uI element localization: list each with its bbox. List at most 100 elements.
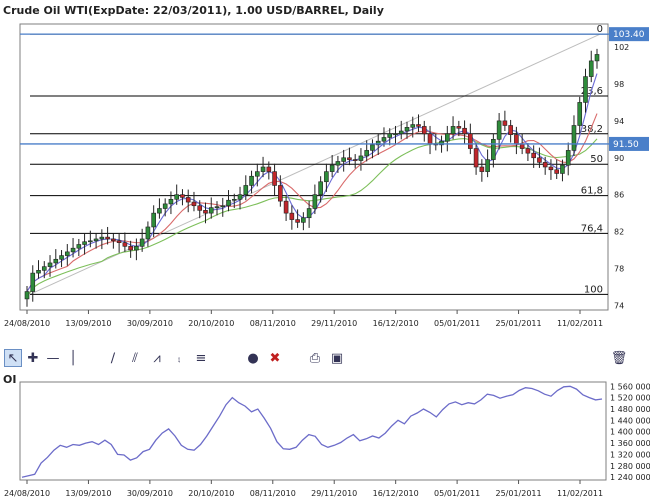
candle-body [243, 185, 249, 195]
fibonacci-fan-icon[interactable]: ⩘ [153, 350, 161, 366]
candle-body [531, 152, 536, 159]
oi-x-tick-label: 29/11/2010 [311, 489, 357, 498]
trash-icon[interactable]: 🗑 [610, 350, 628, 366]
y-tick-label: 82 [614, 228, 624, 237]
candle-body [111, 238, 116, 242]
candle-body [525, 148, 531, 154]
fibonacci-icon[interactable]: ≡ [195, 350, 207, 366]
x-tick-label: 05/01/2011 [434, 319, 480, 328]
candle-body [491, 139, 496, 160]
crosshair-icon[interactable]: ✚ [27, 350, 39, 366]
candle-body [439, 140, 444, 146]
candle-body [93, 238, 99, 242]
oi-x-tick-label: 08/11/2010 [250, 489, 296, 498]
candle-body [393, 133, 398, 136]
candle-body [318, 181, 323, 195]
oi-y-tick-label: 1 480 000 [610, 405, 650, 414]
candle-body [358, 155, 364, 161]
delete-icon[interactable]: ✖ [269, 350, 281, 366]
candle-body [502, 120, 508, 126]
fibonacci-level-label: 76,4 [581, 223, 603, 234]
vertical-line-icon[interactable]: │ [69, 350, 77, 366]
candle-body [508, 125, 513, 136]
oi-series-line [21, 385, 603, 478]
candle-body [266, 166, 272, 172]
candle-body [59, 255, 64, 260]
y-tick-label: 74 [614, 301, 624, 310]
print-icon[interactable]: ⎙ [309, 350, 321, 366]
candle-body [168, 198, 174, 205]
fibonacci-level-label: 38,2 [581, 124, 603, 135]
candle-body [450, 126, 456, 135]
candle-body [174, 194, 179, 200]
fibonacci-level-label: 61,8 [581, 186, 603, 197]
candle-body [387, 133, 393, 138]
x-tick-label: 30/09/2010 [127, 319, 173, 328]
horizontal-line-icon[interactable]: — [46, 350, 60, 366]
candle-body [283, 200, 289, 214]
oi-y-tick-label: 1 240 000 [610, 473, 650, 482]
candle-body [416, 124, 421, 127]
arrow-pointer-icon[interactable]: ↖ [4, 349, 22, 367]
candle-body [255, 171, 260, 177]
y-tick-label: 86 [614, 191, 624, 200]
oi-x-tick-label: 30/09/2010 [127, 489, 173, 498]
candle-body [381, 137, 387, 142]
candle-body [128, 246, 133, 251]
fibonacci-level-label: 50 [590, 154, 603, 165]
comment-icon[interactable]: ● [247, 350, 259, 366]
trend-line-icon[interactable]: ∕ [110, 350, 116, 366]
price-chart[interactable]: 74 78 82 86 90 94 98 102 24/08/2010 13/09/2010 30/… [0, 0, 650, 345]
candle-body [370, 144, 375, 151]
candle-body [70, 247, 76, 253]
oi-x-tick-label: 16/12/2010 [373, 489, 419, 498]
candle-body [514, 134, 519, 145]
candle-body [145, 226, 151, 240]
candle-body [220, 205, 226, 208]
candle-body [105, 236, 110, 240]
oi-x-tick-label: 11/02/2011 [557, 489, 603, 498]
speed-lines-icon[interactable]: ⨾ [177, 350, 181, 366]
oi-x-tick-label: 25/01/2011 [496, 489, 542, 498]
candle-body [53, 258, 59, 264]
candle-body [329, 164, 335, 172]
candle-body [24, 291, 30, 300]
candle-body [583, 76, 588, 103]
candle-body [421, 126, 427, 135]
candle-body [76, 244, 82, 249]
candle-body [352, 159, 358, 161]
oi-y-tick-label: 1 440 000 [610, 416, 650, 425]
candle-body [542, 162, 548, 168]
candle-body [364, 150, 369, 157]
oi-x-tick-label: 20/10/2010 [188, 489, 234, 498]
price-level-tag [609, 136, 649, 151]
candle-body [404, 127, 410, 132]
candle-body [519, 143, 525, 149]
candle-body [214, 206, 220, 208]
oi-panel-label: OI [3, 373, 17, 386]
candle-body [479, 166, 485, 172]
candle-body [554, 169, 559, 174]
candle-body [99, 236, 105, 240]
candle-body [485, 159, 490, 172]
candle-body [134, 246, 139, 251]
candle-body [82, 241, 87, 245]
plot-area [19, 23, 609, 311]
x-tick-label: 24/08/2010 [4, 319, 50, 328]
oi-y-tick-label: 1 560 000 [610, 382, 650, 391]
candle-body [65, 251, 70, 256]
candle-body [139, 238, 145, 247]
candle-body [577, 102, 583, 126]
price-level-value: 91.50 [613, 140, 639, 150]
channel-icon[interactable]: ⫽ [132, 350, 138, 366]
candle-body [312, 194, 318, 209]
oi-chart[interactable]: 1 240 000 1 280 000 1 320 000 1 360 000 1 40… [0, 380, 650, 503]
candle-body [180, 194, 185, 198]
candle-body [301, 217, 306, 223]
candle-body [157, 208, 162, 214]
oi-y-tick-label: 1 400 000 [610, 428, 650, 437]
candle-body [272, 171, 277, 186]
candle-body [565, 150, 571, 166]
oi-y-tick-label: 1 520 000 [610, 394, 650, 403]
save-icon[interactable]: ▣ [330, 350, 344, 366]
